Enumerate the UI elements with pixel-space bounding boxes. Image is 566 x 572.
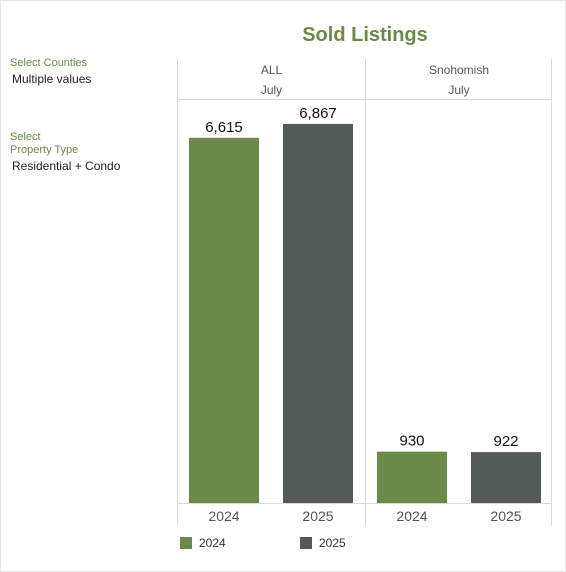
counties-filter-value[interactable]: Multiple values <box>12 72 92 86</box>
panel-all-region-header: ALL <box>260 63 283 77</box>
grid-line-middle <box>365 59 366 526</box>
x-tick-label-all-2024: 2024 <box>208 508 239 524</box>
property-type-filter-value[interactable]: Residential + Condo <box>12 159 121 173</box>
legend-item-2025[interactable]: 2025 <box>300 535 346 551</box>
data-label-all-2024: 6,615 <box>205 119 243 136</box>
property-type-filter-label-line1: Select <box>10 131 41 143</box>
bar-snohomish-2025[interactable] <box>471 452 541 503</box>
panel-snohomish-region-header: Snohomish <box>428 63 490 77</box>
data-label-snohomish-2024: 930 <box>399 433 424 450</box>
data-label-snohomish-2025: 922 <box>493 433 518 450</box>
x-tick-label-all-2025: 2025 <box>302 508 333 524</box>
grid-line-right <box>551 59 552 526</box>
panel-all-month-header: July <box>260 83 283 97</box>
data-label-all-2025: 6,867 <box>299 105 337 122</box>
property-type-filter-label-line2: Property Type <box>10 144 79 156</box>
header-divider-line <box>177 99 552 100</box>
legend-swatch-2025 <box>300 537 312 549</box>
legend-item-2024[interactable]: 2024 <box>180 535 226 551</box>
x-tick-label-snohomish-2024: 2024 <box>396 508 427 524</box>
legend-label-2024: 2024 <box>199 536 226 550</box>
x-tick-label-snohomish-2025: 2025 <box>490 508 521 524</box>
legend-swatch-2024 <box>180 537 192 549</box>
panel-snohomish-month-header: July <box>448 83 470 97</box>
dashboard-title: Sold Listings <box>302 24 428 46</box>
counties-filter-label: Select Counties <box>10 57 88 69</box>
legend-label-2025: 2025 <box>319 536 346 550</box>
bar-all-2024[interactable] <box>189 137 259 504</box>
grid-line-left <box>177 59 178 526</box>
bar-all-2025[interactable] <box>283 123 353 504</box>
bar-snohomish-2024[interactable] <box>377 451 447 503</box>
baseline-line <box>177 503 552 504</box>
